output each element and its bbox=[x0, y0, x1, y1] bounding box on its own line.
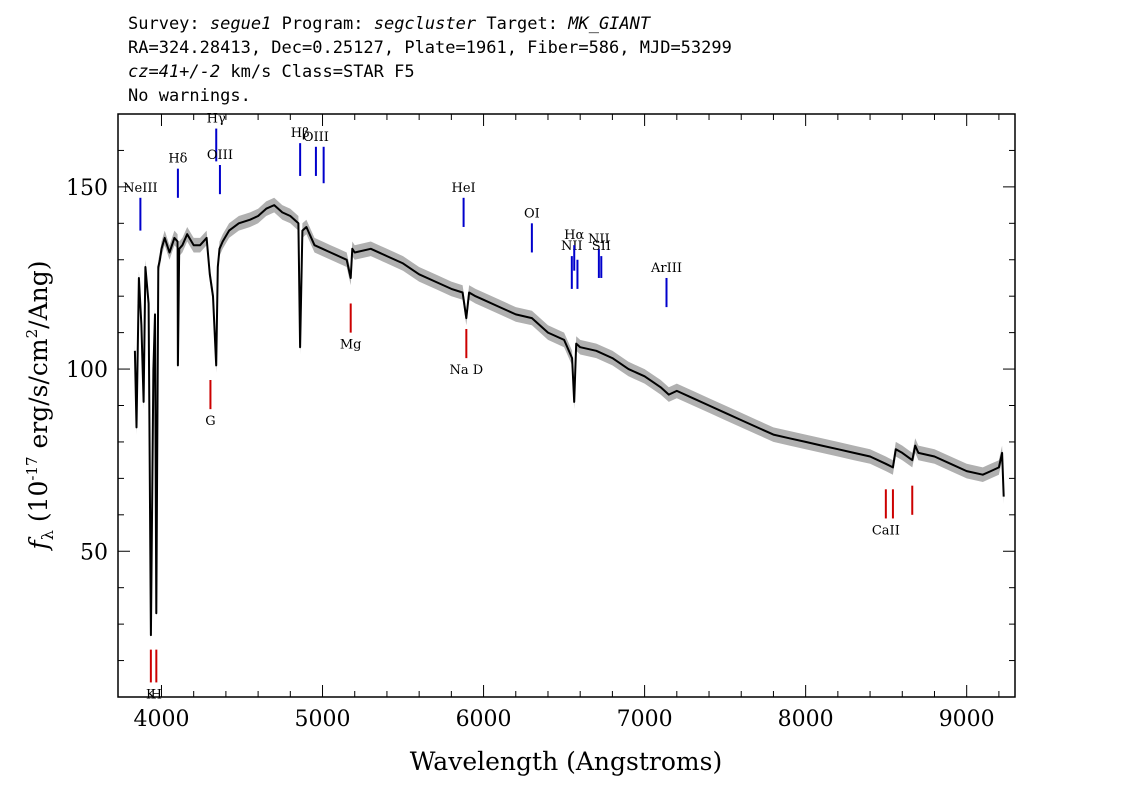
line-label: Hα bbox=[564, 228, 584, 243]
header-line-warnings: No warnings. bbox=[128, 86, 251, 106]
line-label: OI bbox=[524, 206, 540, 221]
line-label: Hδ bbox=[168, 152, 187, 167]
line-label: HeI bbox=[452, 181, 476, 196]
line-label: Na D bbox=[449, 363, 483, 378]
y-tick-label: 150 bbox=[66, 176, 108, 201]
line-label: K bbox=[146, 687, 156, 702]
line-label: H bbox=[151, 687, 162, 702]
x-tick-label: 9000 bbox=[939, 707, 995, 732]
y-axis-label: fλ (10-17 erg/s/cm2/Ang) bbox=[23, 260, 57, 551]
redshift-unit: km/s Class=STAR F5 bbox=[230, 62, 415, 82]
spectrum-line bbox=[133, 204, 1005, 637]
line-label: Mg bbox=[340, 338, 362, 353]
plot-frame bbox=[117, 113, 1016, 698]
header-line-target: Survey: segue1 Program: segcluster Targe… bbox=[128, 14, 650, 34]
program-label: Program: bbox=[281, 14, 364, 34]
x-tick-label: 5000 bbox=[295, 707, 351, 732]
line-label: OIII bbox=[207, 148, 233, 163]
x-tick-label: 4000 bbox=[133, 707, 189, 732]
line-label: NII bbox=[561, 239, 583, 254]
error-band bbox=[134, 197, 1004, 643]
header-line-redshift: cz=41+/-2 km/s Class=STAR F5 bbox=[128, 62, 415, 82]
redshift-value: cz=41+/-2 bbox=[128, 62, 221, 82]
header-line-coordinates: RA=324.28413, Dec=0.25127, Plate=1961, F… bbox=[128, 38, 732, 58]
line-label: OIII bbox=[303, 130, 329, 145]
line-label: NeIII bbox=[123, 181, 157, 196]
survey-label: Survey: bbox=[128, 14, 200, 34]
x-axis-label: Wavelength (Angstroms) bbox=[410, 747, 722, 776]
x-tick-label: 6000 bbox=[456, 707, 512, 732]
line-label: ArIII bbox=[650, 261, 682, 276]
survey-value: segue1 bbox=[209, 14, 272, 34]
line-label: G bbox=[205, 414, 215, 429]
target-label: Target: bbox=[486, 14, 558, 34]
line-label: Hβ bbox=[291, 126, 310, 141]
y-tick-label: 50 bbox=[80, 540, 108, 565]
x-tick-label: 7000 bbox=[617, 707, 673, 732]
y-tick-label: 100 bbox=[66, 358, 108, 383]
line-label: SII bbox=[592, 239, 611, 254]
plot-area: 4000 5000 6000 7000 8000 9000 50 100 150 NeIII Hδ H… bbox=[66, 112, 1016, 732]
line-label: Hγ bbox=[207, 112, 226, 127]
line-label: CaII bbox=[872, 523, 900, 538]
x-tick-label: 8000 bbox=[778, 707, 834, 732]
program-value: segcluster bbox=[373, 14, 477, 34]
target-value: MK_GIANT bbox=[568, 14, 651, 34]
line-label: NII bbox=[588, 232, 610, 247]
